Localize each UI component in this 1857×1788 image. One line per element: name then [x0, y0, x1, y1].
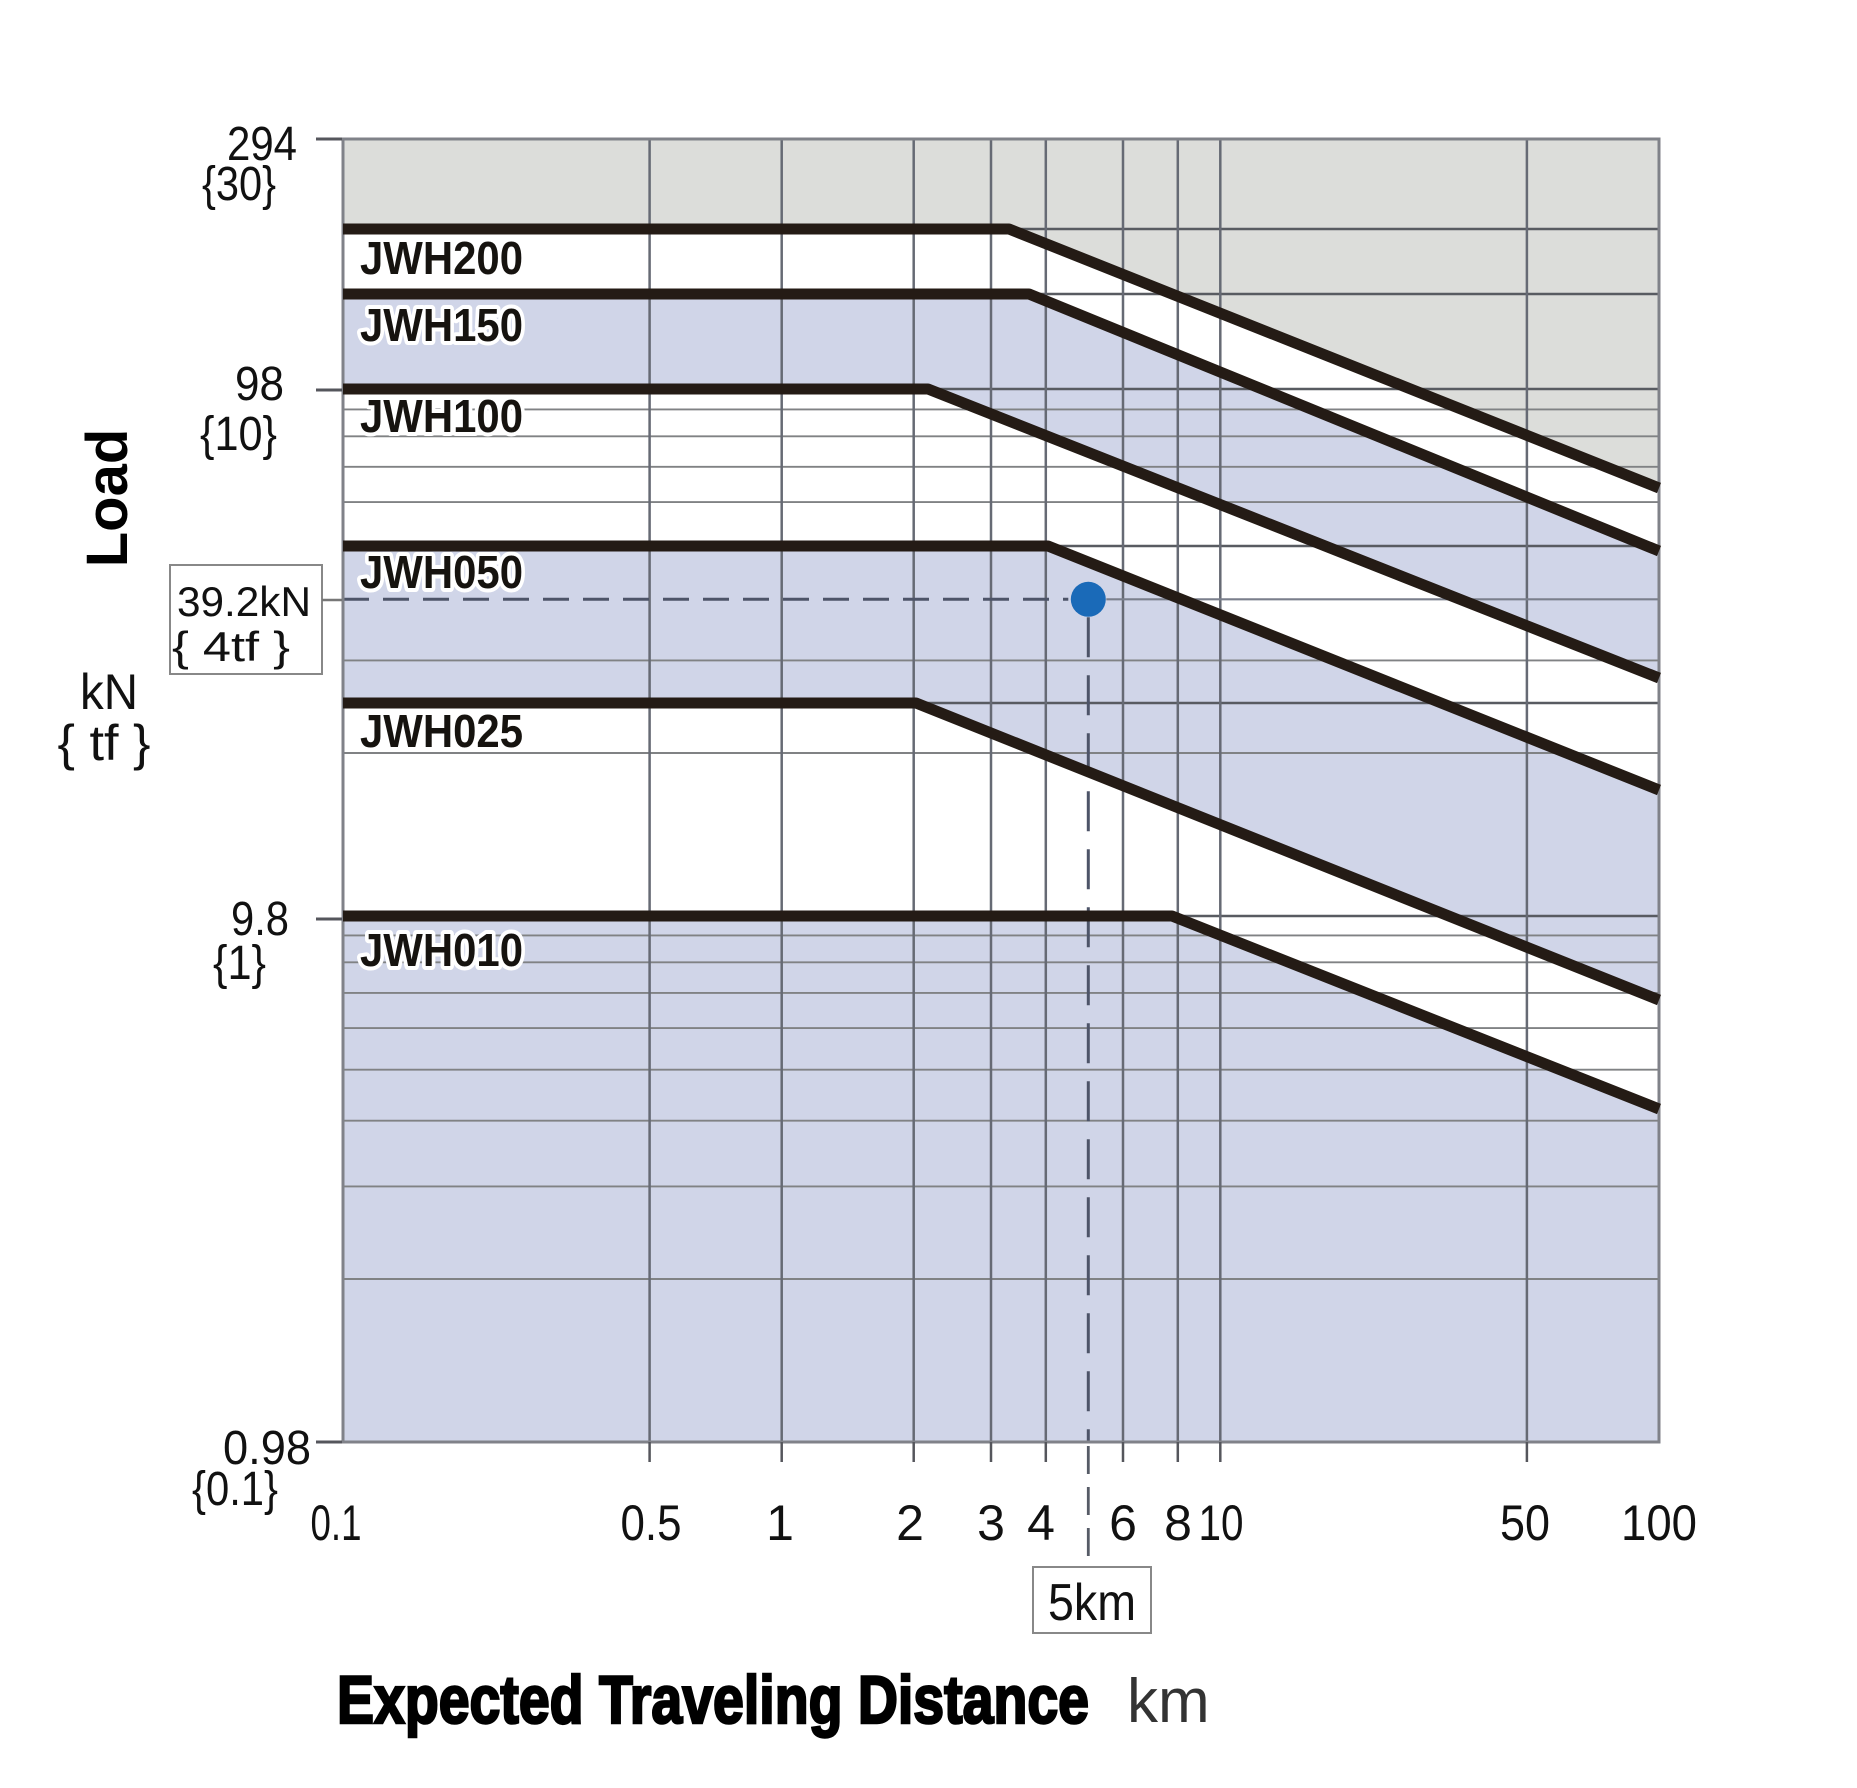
svg-text:{1}: {1} [213, 937, 266, 990]
svg-text:Expected Traveling Distance: Expected Traveling Distance [337, 1662, 1089, 1738]
svg-text:4: 4 [1027, 1495, 1055, 1551]
svg-text:0.1: 0.1 [311, 1495, 362, 1551]
svg-text:Load: Load [75, 429, 140, 568]
svg-text:39.2kN: 39.2kN [177, 578, 311, 625]
svg-text:50: 50 [1500, 1495, 1550, 1551]
svg-text:JWH050: JWH050 [360, 546, 523, 598]
svg-text:1: 1 [766, 1495, 794, 1551]
svg-text:{10}: {10} [200, 408, 277, 461]
svg-text:kN: kN [80, 664, 138, 720]
svg-text:98: 98 [235, 358, 284, 411]
svg-text:{30}: {30} [202, 158, 276, 211]
svg-text:JWH150: JWH150 [360, 299, 523, 351]
svg-text:6: 6 [1109, 1495, 1137, 1551]
svg-text:5km: 5km [1048, 1574, 1136, 1632]
svg-text:3: 3 [977, 1495, 1005, 1551]
svg-text:294: 294 [227, 118, 297, 171]
svg-text:km: km [1127, 1667, 1210, 1736]
svg-text:{ 4tf }: { 4tf } [172, 623, 290, 670]
svg-text:9.8: 9.8 [231, 893, 289, 946]
svg-text:100: 100 [1621, 1495, 1697, 1551]
svg-text:2: 2 [896, 1495, 924, 1551]
svg-text:{ tf }: { tf } [58, 715, 151, 771]
svg-text:JWH200: JWH200 [360, 232, 523, 284]
svg-text:JWH025: JWH025 [360, 705, 523, 757]
svg-text:10: 10 [1199, 1495, 1244, 1551]
svg-text:JWH100: JWH100 [360, 390, 523, 442]
svg-text:{0.1}: {0.1} [192, 1463, 278, 1516]
svg-text:0.5: 0.5 [621, 1495, 682, 1551]
svg-text:8: 8 [1164, 1495, 1192, 1551]
svg-text:JWH010: JWH010 [360, 924, 523, 976]
svg-text:0.98: 0.98 [223, 1422, 311, 1475]
